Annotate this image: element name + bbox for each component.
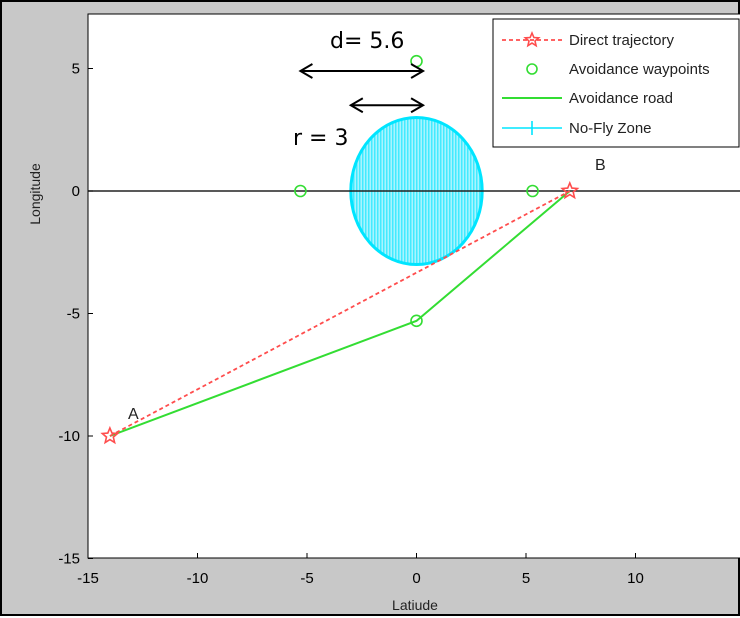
point-a-label: A <box>128 406 139 423</box>
legend-label: Avoidance waypoints <box>569 61 710 78</box>
y-tick-label: 0 <box>72 183 80 200</box>
r-arrow-right-head <box>410 97 426 114</box>
direct-trajectory-line <box>109 190 571 437</box>
avoidance-road-line <box>109 190 571 437</box>
legend-star-direct <box>523 30 541 48</box>
x-tick-label: -5 <box>300 570 313 587</box>
y-tick-label: -5 <box>67 306 80 323</box>
legend-label: Avoidance road <box>569 90 673 107</box>
d-label: d= 5.6 <box>330 29 404 54</box>
y-tick-label: -15 <box>58 551 80 568</box>
d-arrow-right-head <box>410 63 426 79</box>
r-label: r = 3 <box>293 126 348 151</box>
x-tick-label: 0 <box>412 570 420 587</box>
x-tick-label: 10 <box>627 570 644 587</box>
direct-trajectory-star <box>560 180 580 200</box>
legend-label: No-Fly Zone <box>569 120 652 137</box>
point-b-label: B <box>595 157 606 174</box>
legend-label: Direct trajectory <box>569 32 675 49</box>
avoidance-waypoint <box>526 184 539 198</box>
y-tick-label: -10 <box>58 428 80 445</box>
y-tick-label: 5 <box>72 61 80 78</box>
avoidance-waypoint <box>410 314 423 328</box>
r-arrow-left-head <box>348 97 364 114</box>
direct-trajectory-star <box>100 425 120 445</box>
avoidance-waypoint <box>294 184 307 198</box>
x-axis-title: Latiude <box>392 597 438 613</box>
x-tick-label: -15 <box>77 570 99 587</box>
d-arrow-left-head <box>298 63 313 79</box>
y-axis-title: Longitude <box>27 163 43 225</box>
x-tick-label: -10 <box>187 570 209 587</box>
legend-circle-waypoints <box>526 63 538 75</box>
x-tick-label: 5 <box>522 570 530 587</box>
legend: Direct trajectory Avoidance waypoints Avoi… <box>492 18 740 148</box>
